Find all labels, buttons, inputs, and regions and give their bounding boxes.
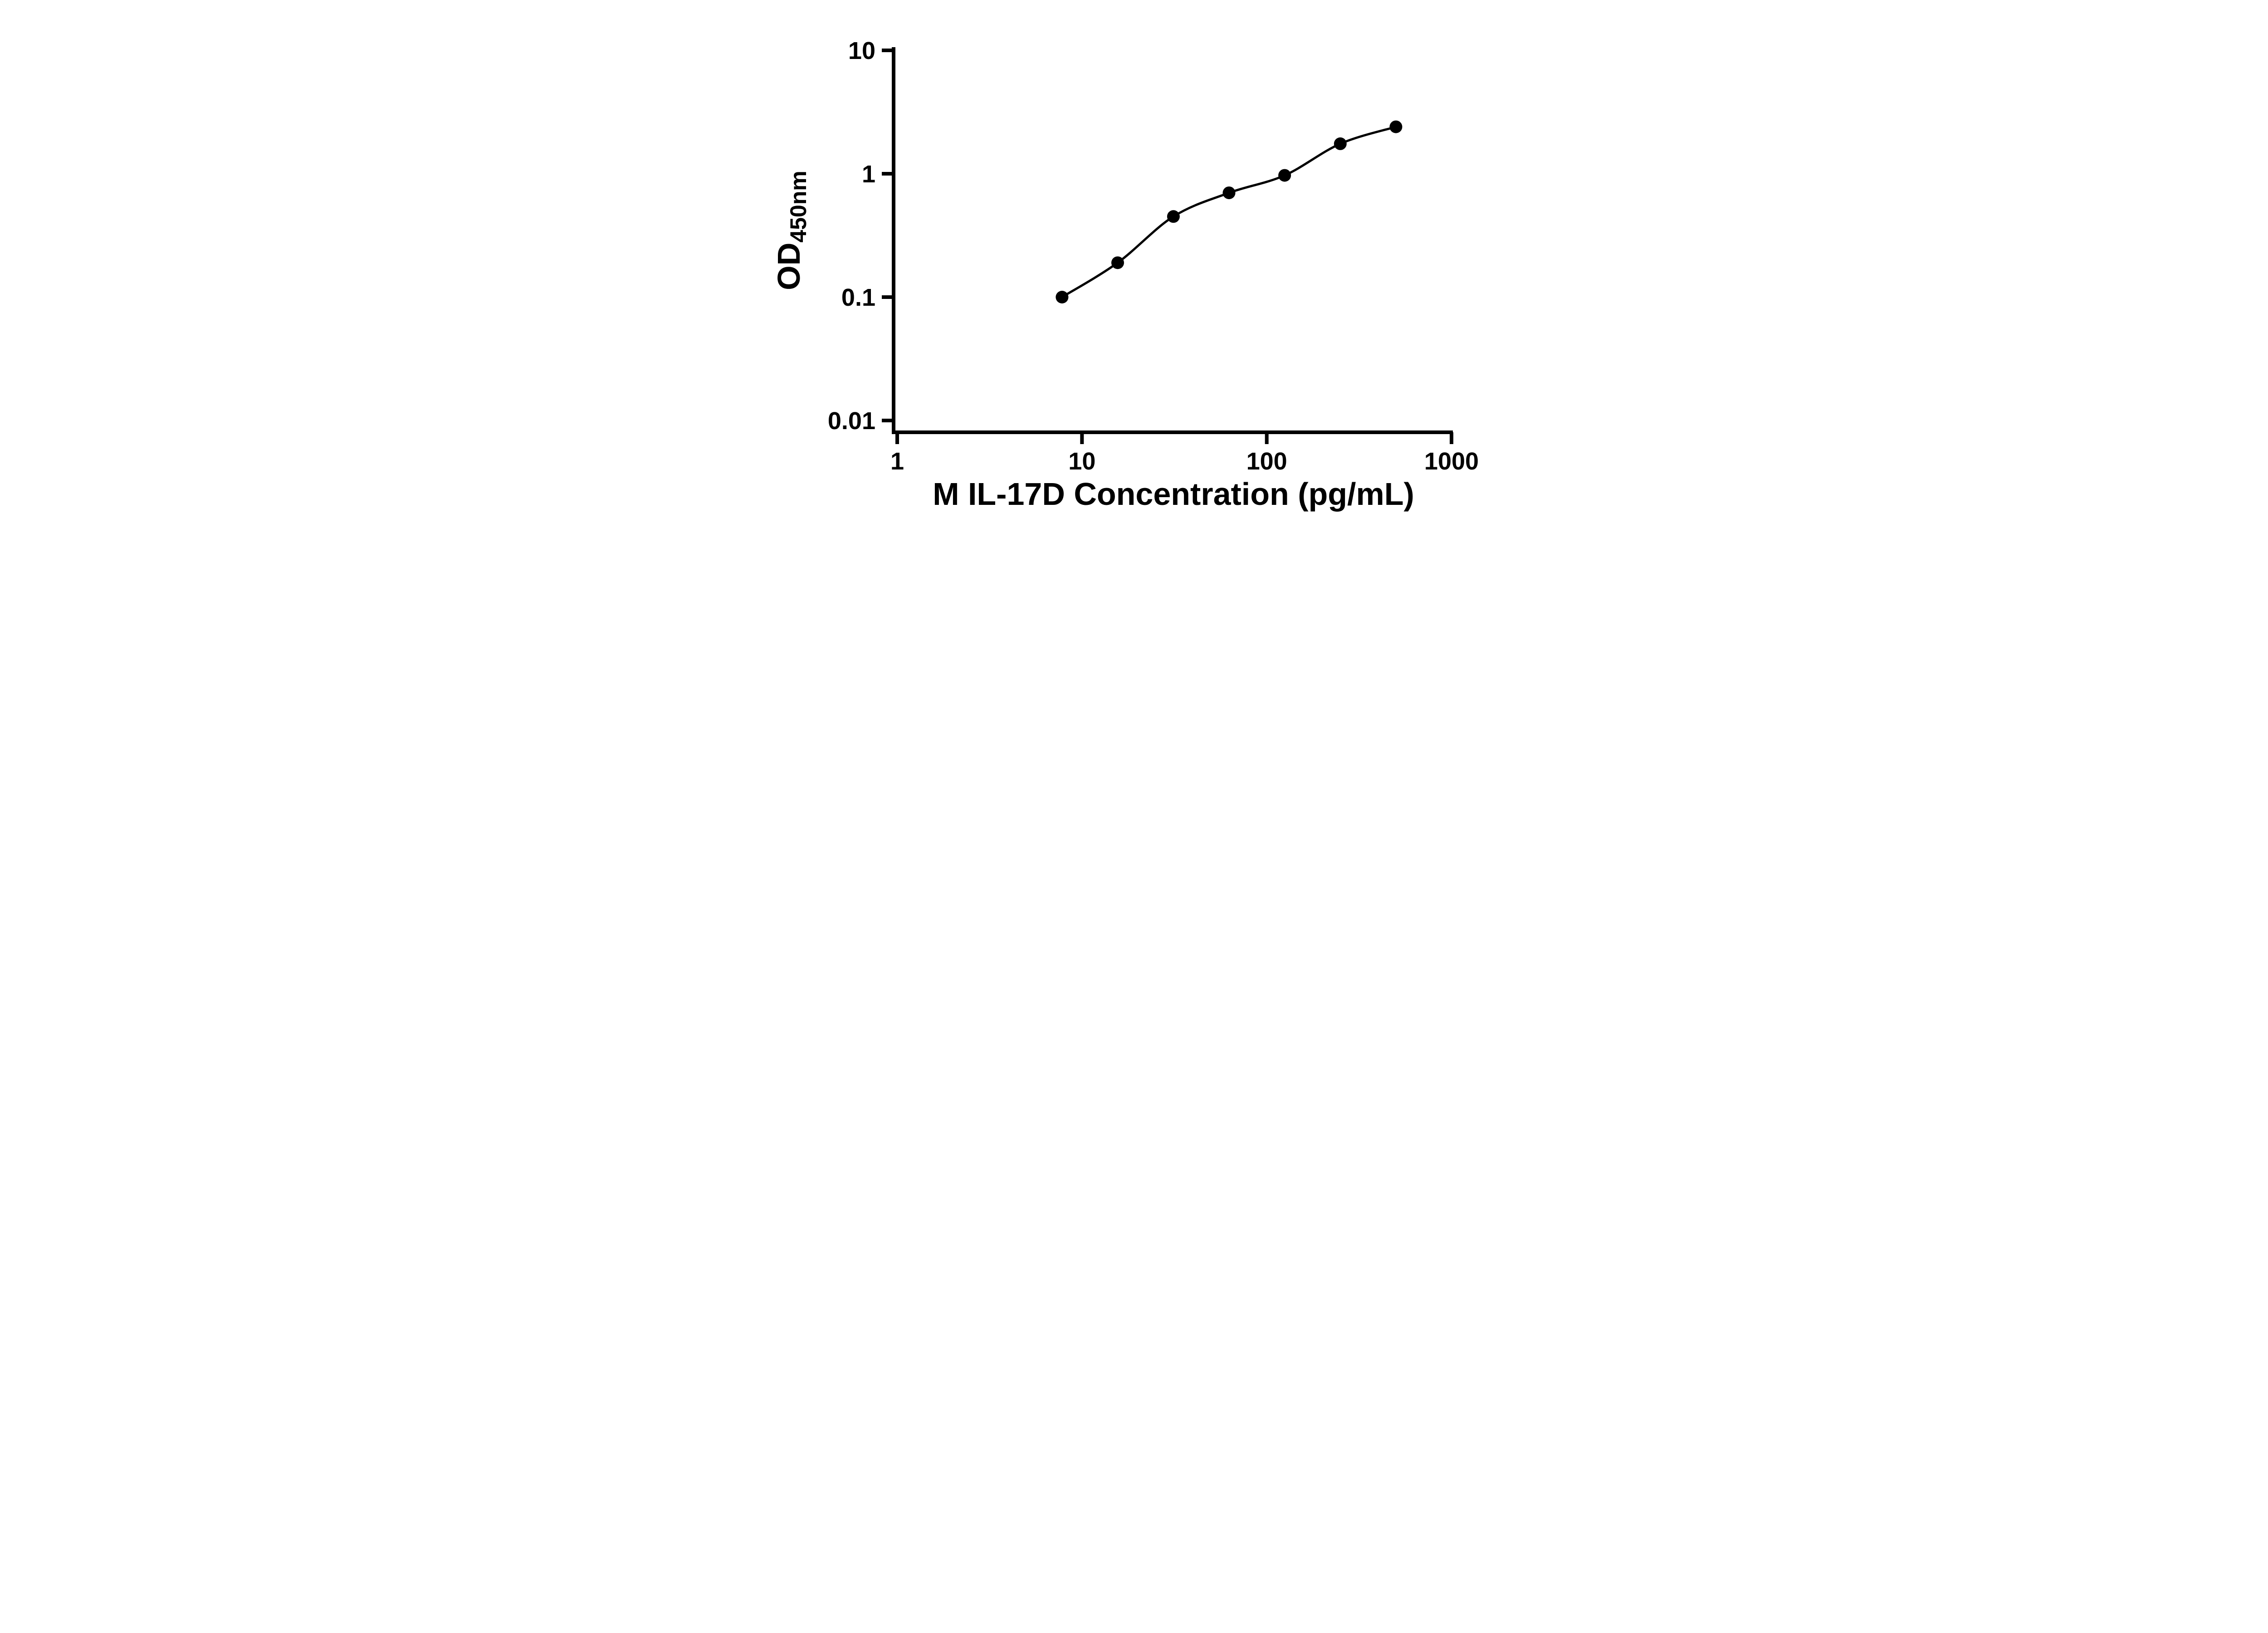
x-axis-title: M IL-17D Concentration (pg/mL) (933, 476, 1414, 512)
standard-curve-chart: 1 10 100 1000 0.01 0.1 1 10 M IL-17D Concentrat… (771, 37, 1479, 512)
data-point-marker (1334, 137, 1347, 150)
x-tick-label: 1 (890, 448, 904, 475)
y-axis-title: OD450nm (771, 171, 811, 290)
data-point-marker (1056, 291, 1069, 303)
y-tick-label: 0.1 (841, 284, 875, 311)
data-point-marker (1222, 186, 1236, 200)
y-axis-title-sub: 450nm (786, 171, 811, 242)
data-point-marker (1278, 169, 1291, 182)
y-axis-title-main: OD (771, 243, 807, 290)
fit-curve (1061, 126, 1397, 298)
standard-curve-figure: 1 10 100 1000 0.01 0.1 1 10 M IL-17D Concentrat… (745, 0, 1523, 544)
y-tick-label: 10 (848, 37, 875, 64)
data-point-marker (1111, 256, 1124, 269)
data-point-marker (1167, 210, 1180, 223)
x-tick-label: 10 (1068, 448, 1095, 475)
data-point-marker (1389, 120, 1403, 133)
data-layer (1056, 120, 1403, 303)
x-tick-label: 100 (1246, 448, 1287, 475)
y-tick-label: 1 (862, 161, 875, 188)
x-tick-label: 1000 (1424, 448, 1479, 475)
y-tick-label: 0.01 (828, 407, 875, 435)
axes-layer: 1 10 100 1000 0.01 0.1 1 10 (828, 37, 1479, 475)
